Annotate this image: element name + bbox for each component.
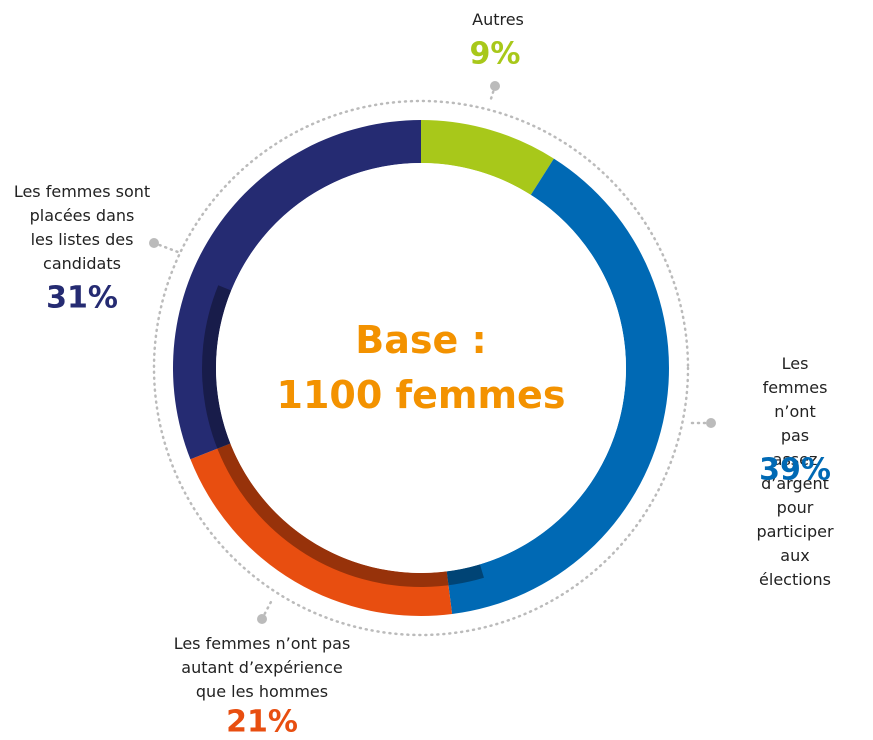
center-subtitle: 1100 femmes bbox=[276, 373, 566, 417]
donut-segment bbox=[190, 443, 453, 616]
connector-dot bbox=[706, 418, 716, 428]
donut-segment bbox=[172, 120, 421, 460]
connector-dot bbox=[257, 614, 267, 624]
inner-disc bbox=[216, 163, 626, 573]
category-label: Les femmes n’ont pas autant d’expérience… bbox=[173, 634, 351, 701]
connector bbox=[152, 241, 180, 254]
connector bbox=[260, 598, 274, 621]
inner-shadow bbox=[201, 285, 484, 587]
dotted-ring bbox=[152, 99, 690, 637]
value-label: 31% bbox=[46, 280, 118, 316]
value-label: 9% bbox=[469, 36, 521, 72]
category-label: Les femmes sont placées dans les listes … bbox=[13, 182, 151, 273]
donut-segment bbox=[446, 158, 669, 615]
value-label: 21% bbox=[226, 704, 298, 740]
category-label: Autres bbox=[472, 10, 524, 29]
connector-dot bbox=[149, 238, 159, 248]
connector bbox=[488, 84, 497, 104]
connector-dot bbox=[490, 81, 500, 91]
donut-segment bbox=[421, 120, 554, 195]
category-label: Les femmes n’ont pas assez d’argent pour… bbox=[756, 354, 834, 589]
center-title: Base : bbox=[355, 318, 487, 362]
value-label: 39% bbox=[759, 452, 831, 488]
